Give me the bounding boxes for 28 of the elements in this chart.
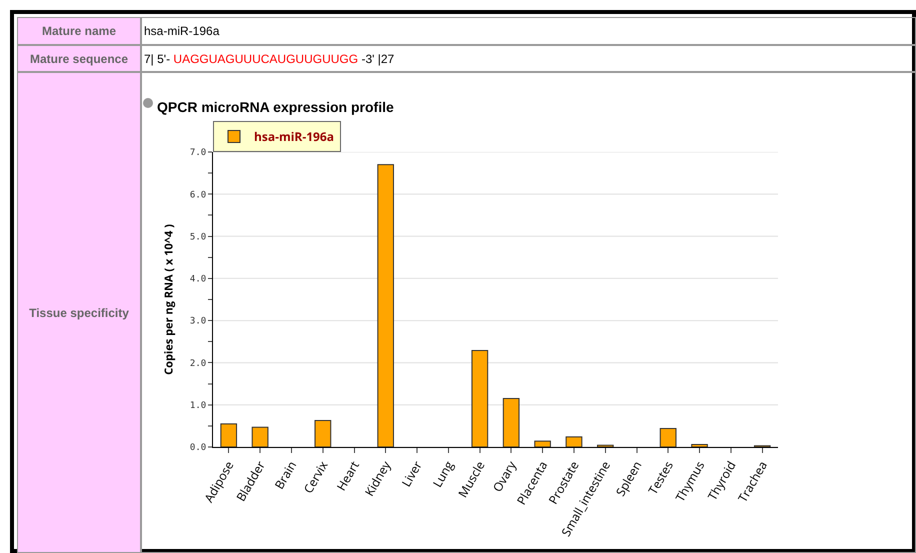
text: Mature sequence bbox=[30, 52, 128, 66]
y-tick-label: 3.0 bbox=[190, 316, 206, 327]
bar bbox=[377, 164, 394, 447]
y-tick-label: 4.0 bbox=[190, 274, 206, 285]
bar bbox=[691, 444, 708, 447]
text: UAGGUAGUUUCAUGUUGUUGG bbox=[173, 52, 358, 66]
text: hsa-miR-196a bbox=[144, 24, 220, 38]
text: Tissue specificity bbox=[29, 306, 129, 320]
legend-label: hsa-miR-196a bbox=[254, 128, 334, 146]
text: 7| 5'- bbox=[144, 52, 172, 66]
bar bbox=[660, 428, 676, 447]
bar bbox=[252, 426, 268, 447]
y-axis-title: Copies per ng RNA ( x 10^4 ) bbox=[162, 224, 177, 375]
y-tick-label: 1.0 bbox=[190, 401, 206, 412]
y-tick-label: 2.0 bbox=[190, 358, 206, 369]
bar bbox=[314, 420, 332, 447]
bar bbox=[502, 398, 520, 447]
text: Mature name bbox=[42, 24, 116, 38]
y-tick-label: 7.0 bbox=[190, 148, 206, 158]
y-tick-label: 5.0 bbox=[190, 232, 206, 242]
text: -3' |27 bbox=[360, 52, 394, 66]
bar bbox=[471, 350, 488, 447]
bar bbox=[220, 423, 238, 447]
bar bbox=[534, 440, 551, 447]
y-tick-label: 0.0 bbox=[190, 443, 206, 454]
y-tick-label: 6.0 bbox=[190, 190, 206, 200]
chart-title: QPCR microRNA expression profile bbox=[157, 98, 394, 115]
bar bbox=[566, 436, 582, 447]
